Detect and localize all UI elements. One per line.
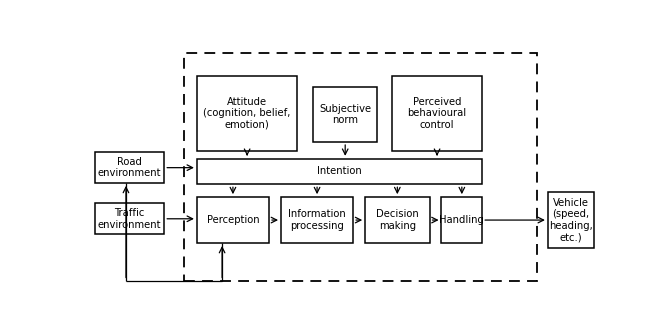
Bar [95,204,165,234]
Text: Intention: Intention [317,166,362,177]
Text: Attitude
(cognition, belief,
emotion): Attitude (cognition, belief, emotion) [203,97,291,130]
Text: Road
environment: Road environment [98,157,161,179]
Bar [281,197,353,243]
Text: Handling: Handling [440,215,484,225]
Bar [197,197,269,243]
Text: Vehicle
(speed,
heading,
etc.): Vehicle (speed, heading, etc.) [549,198,593,242]
Text: Perceived
behavioural
control: Perceived behavioural control [408,97,467,130]
Bar [365,197,430,243]
Bar [197,159,482,184]
Bar [442,197,482,243]
Bar [392,76,482,151]
Text: Perception: Perception [206,215,259,225]
Bar [95,152,165,183]
Bar [184,52,537,282]
Text: Decision
making: Decision making [376,209,419,231]
Text: Information
processing: Information processing [288,209,346,231]
Bar [197,76,298,151]
Text: Traffic
environment: Traffic environment [98,208,161,230]
Bar [313,87,378,142]
Text: Subjective
norm: Subjective norm [319,104,371,125]
Bar [547,192,594,248]
